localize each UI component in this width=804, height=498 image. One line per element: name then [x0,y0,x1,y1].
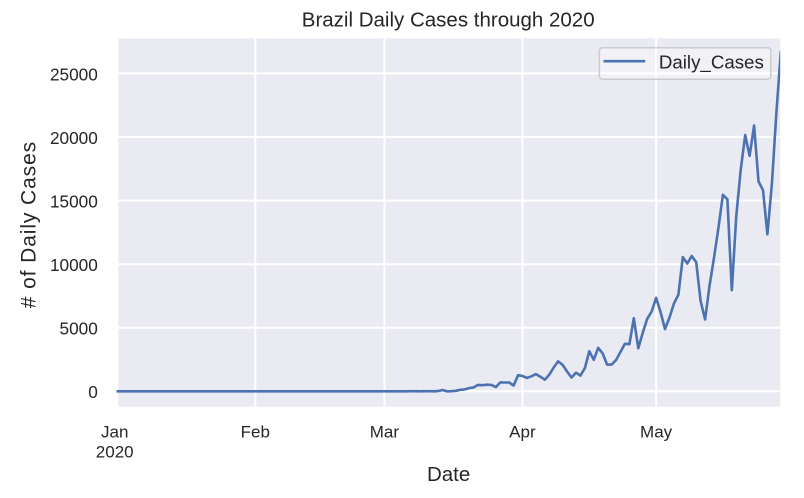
svg-text:May: May [640,422,673,441]
svg-text:Feb: Feb [241,422,270,441]
svg-text:25000: 25000 [50,64,98,84]
svg-text:Date: Date [427,463,470,486]
svg-text:# of Daily Cases: # of Daily Cases [18,141,41,308]
svg-text:Jan: Jan [101,422,128,441]
svg-text:Mar: Mar [370,422,400,441]
svg-text:Daily_Cases: Daily_Cases [659,51,764,73]
svg-text:Brazil Daily Cases through 202: Brazil Daily Cases through 2020 [302,9,595,32]
svg-text:10000: 10000 [50,255,98,275]
svg-text:20000: 20000 [50,128,98,148]
svg-text:5000: 5000 [60,319,98,339]
svg-text:2020: 2020 [96,443,134,462]
svg-text:0: 0 [88,382,98,402]
svg-text:Apr: Apr [509,422,536,441]
svg-text:15000: 15000 [50,192,98,212]
